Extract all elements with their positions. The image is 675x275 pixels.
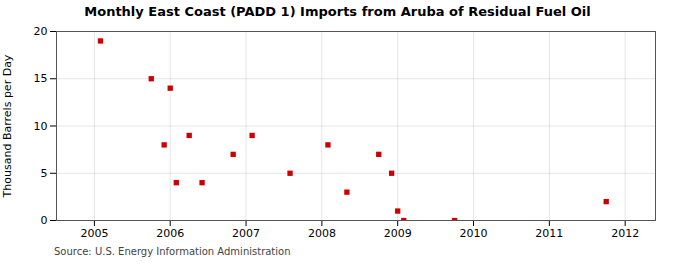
svg-text:2007: 2007 — [232, 227, 260, 240]
svg-text:2006: 2006 — [156, 227, 184, 240]
svg-text:2012: 2012 — [611, 227, 639, 240]
svg-text:2005: 2005 — [80, 227, 108, 240]
svg-text:15: 15 — [34, 72, 48, 85]
svg-text:2011: 2011 — [535, 227, 563, 240]
html-text:Monthly East Coast (PADD 1) Im: Monthly East Coast (PADD 1) Imports from… — [84, 4, 591, 19]
svg-text:5: 5 — [41, 167, 48, 180]
svg-text:20: 20 — [34, 25, 48, 38]
svg-text:0: 0 — [41, 214, 48, 227]
svg-text:10: 10 — [34, 120, 48, 133]
svg-text:2010: 2010 — [460, 227, 488, 240]
svg-text:2009: 2009 — [384, 227, 412, 240]
svg-text:2008: 2008 — [308, 227, 336, 240]
html-text:Source: U.S. Energy Informatio: Source: U.S. Energy Information Administ… — [54, 246, 291, 257]
svg-text:Thousand Barrels per Day: Thousand Barrels per Day — [1, 54, 14, 198]
